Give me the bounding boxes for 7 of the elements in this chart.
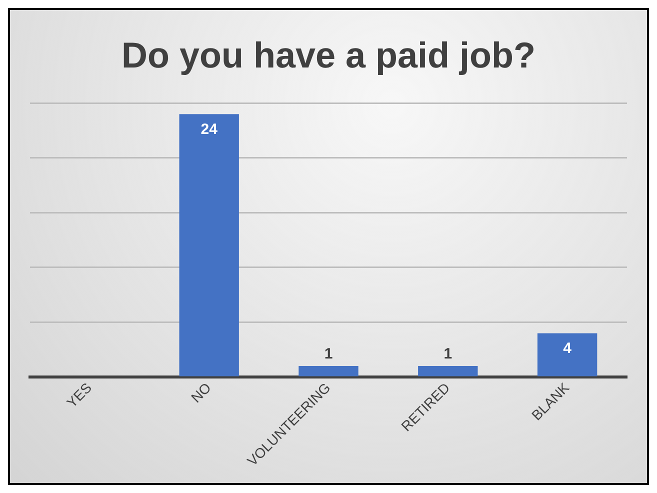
data-label: 24 — [200, 120, 218, 138]
chart-title: Do you have a paid job? — [121, 34, 536, 76]
data-label: 1 — [324, 346, 333, 363]
x-tick-label: YES — [63, 379, 95, 411]
data-label: 1 — [444, 346, 452, 363]
x-tick-label: NO — [188, 379, 214, 406]
data-label: 4 — [563, 340, 572, 357]
